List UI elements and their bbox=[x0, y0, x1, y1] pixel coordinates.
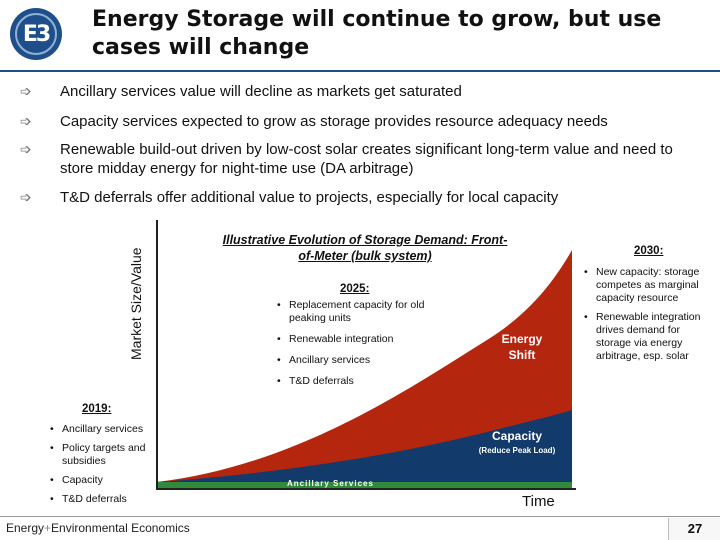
label-2030-heading: 2030: bbox=[634, 245, 664, 257]
label-2025-list: Replacement capacity for old peaking uni… bbox=[277, 299, 447, 394]
bullet-text: Capacity services expected to grow as st… bbox=[60, 113, 608, 130]
slide-title: Energy Storage will continue to grow, bu… bbox=[92, 7, 662, 60]
x-axis bbox=[156, 488, 576, 490]
label-2019-item: Ancillary services bbox=[50, 423, 165, 436]
label-2025-item: T&D deferrals bbox=[277, 375, 447, 388]
y-axis bbox=[156, 220, 158, 490]
label-2019-heading: 2019: bbox=[82, 403, 112, 415]
footer-brand: Energy+Environmental Economics bbox=[6, 521, 190, 535]
storage-demand-area-chart: Energy Shift Capacity (Reduce Peak Load)… bbox=[157, 250, 572, 488]
capacity-label: Capacity bbox=[492, 429, 542, 443]
label-2030-item: New capacity: storage competes as margin… bbox=[584, 266, 710, 305]
bullet-text: Renewable build-out driven by low-cost s… bbox=[60, 141, 673, 177]
capacity-sub-label: (Reduce Peak Load) bbox=[479, 446, 556, 455]
chart-title: Illustrative Evolution of Storage Demand… bbox=[222, 233, 508, 263]
energy-shift-label-2: Shift bbox=[509, 348, 536, 362]
label-2019-item: T&D deferrals bbox=[50, 493, 165, 506]
label-2025-heading: 2025: bbox=[340, 283, 370, 295]
arrow-bullet-icon: ➩ bbox=[20, 113, 32, 129]
arrow-bullet-icon: ➩ bbox=[20, 83, 32, 99]
footer-divider bbox=[0, 516, 720, 517]
title-divider bbox=[0, 70, 720, 72]
label-2019-item: Capacity bbox=[50, 474, 165, 487]
energy-shift-label-1: Energy bbox=[502, 332, 543, 346]
arrow-bullet-icon: ➩ bbox=[20, 141, 32, 157]
energy-shift-area bbox=[157, 250, 572, 488]
ancillary-services-label: Ancillary Services bbox=[287, 479, 374, 488]
label-2030-list: New capacity: storage competes as margin… bbox=[584, 266, 710, 369]
logo-text: E3 bbox=[22, 21, 51, 47]
page-number: 27 bbox=[668, 518, 720, 540]
label-2025-item: Replacement capacity for old peaking uni… bbox=[277, 299, 447, 325]
bullet-text: T&D deferrals offer additional value to … bbox=[60, 189, 559, 206]
brand-energy: Energy bbox=[6, 521, 45, 535]
label-2019-item: Policy targets and subsidies bbox=[50, 442, 165, 468]
logo-ring: E3 bbox=[15, 13, 57, 55]
brand-econ: Environmental Economics bbox=[51, 521, 190, 535]
label-2019-list: Ancillary services Policy targets and su… bbox=[50, 423, 165, 512]
brand-separator: + bbox=[44, 521, 52, 535]
ancillary-services-area bbox=[157, 482, 572, 488]
arrow-bullet-icon: ➩ bbox=[20, 189, 32, 205]
capacity-area bbox=[157, 410, 572, 488]
x-axis-label: Time bbox=[522, 493, 555, 510]
label-2025-item: Ancillary services bbox=[277, 354, 447, 367]
label-2025-item: Renewable integration bbox=[277, 333, 447, 346]
label-2030-item: Renewable integration drives demand for … bbox=[584, 311, 710, 363]
bullet-text: Ancillary services value will decline as… bbox=[60, 83, 462, 100]
e3-logo: E3 bbox=[10, 8, 62, 60]
y-axis-label: Market Size/Value bbox=[128, 247, 144, 360]
